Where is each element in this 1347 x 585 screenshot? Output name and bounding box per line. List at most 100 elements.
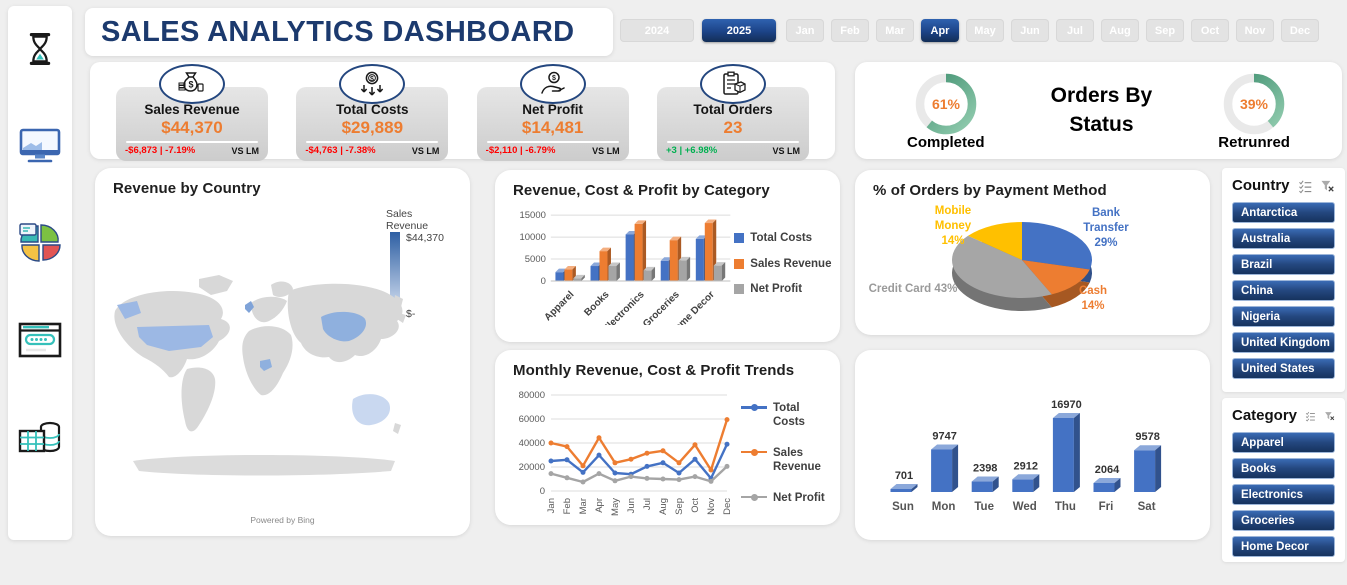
trend-line-chart: 0 20000 40000 60000 80000 Jan Feb Mar Apr May Jun J…	[519, 390, 733, 516]
month-button-aug[interactable]: Aug	[1101, 19, 1139, 42]
kpi-delta: -$2,110 | -6.79%	[485, 145, 556, 156]
map-attribution: Powered by Bing	[250, 515, 315, 525]
kpi-footer: -$2,110 | -6.79% VS LM	[477, 145, 629, 156]
country-slicer: Country Antarctica Australia Brazil China Ni…	[1222, 168, 1345, 392]
month-button-oct[interactable]: Oct	[1191, 19, 1229, 42]
year-filter: 2024 2025	[620, 19, 776, 42]
money-bag-icon: $	[159, 64, 225, 104]
legend-item-sales-revenue: Sales Revenue	[734, 257, 834, 271]
svg-text:61%: 61%	[932, 96, 961, 112]
svg-text:Groceries: Groceries	[641, 289, 682, 325]
legend-item-total-costs: Total Costs	[734, 231, 834, 245]
svg-text:May: May	[610, 498, 621, 516]
daily-bar-panel: 701 Sun 9747 Mon 2398 Tue 2912 Wed 16970 Thu 2064 F…	[855, 350, 1210, 540]
svg-text:60000: 60000	[519, 414, 545, 425]
month-button-jan[interactable]: Jan	[786, 19, 824, 42]
kpi-divider	[126, 141, 258, 143]
returned-gauge: 39% Retrunred	[1218, 71, 1290, 151]
payment-pie-chart	[952, 222, 1092, 311]
svg-text:$: $	[188, 80, 193, 90]
filter-row: 2024 2025 Jan Feb Mar Apr May Jun Jul Aug Sep Oct N…	[620, 19, 1319, 42]
svg-text:Apparel: Apparel	[543, 289, 577, 323]
kpi-label: Net Profit	[522, 102, 584, 117]
hourglass-icon	[17, 26, 63, 72]
category-slicer-items: Apparel Books Electronics Groceries Home Dec…	[1232, 432, 1335, 557]
kpi-delta: +3 | +6.98%	[665, 145, 718, 156]
country-item-brazil[interactable]: Brazil	[1232, 254, 1335, 275]
country-item-china[interactable]: China	[1232, 280, 1335, 301]
country-item-australia[interactable]: Australia	[1232, 228, 1335, 249]
category-item-apparel[interactable]: Apparel	[1232, 432, 1335, 453]
kpi-value: 23	[723, 118, 743, 137]
kpi-panel: $ Sales Revenue $44,370 -$6,873 | -7.19% VS …	[90, 62, 835, 161]
legend-swatch	[741, 446, 767, 458]
country-item-nigeria[interactable]: Nigeria	[1232, 306, 1335, 327]
kpi-total-costs: $ Total Costs $29,889 -$4,763 | -7.38% VS LM	[296, 64, 449, 161]
trend-chart-legend: Total Costs Sales Revenue Net Profit	[741, 381, 835, 525]
svg-text:80000: 80000	[519, 390, 545, 401]
gauge-label: Completed	[907, 133, 985, 151]
month-button-dec[interactable]: Dec	[1281, 19, 1319, 42]
gauge-label: Retrunred	[1218, 133, 1290, 151]
world-map	[114, 275, 406, 476]
month-button-jun[interactable]: Jun	[1011, 19, 1049, 42]
month-button-mar[interactable]: Mar	[876, 19, 914, 42]
legend-marker	[751, 448, 758, 456]
svg-text:9747: 9747	[932, 430, 956, 442]
year-button-2025[interactable]: 2025	[702, 19, 776, 42]
database-table-icon	[17, 414, 63, 460]
clear-filter-icon[interactable]	[1320, 178, 1335, 194]
category-item-electronics[interactable]: Electronics	[1232, 484, 1335, 505]
clear-filter-icon[interactable]	[1324, 408, 1335, 424]
svg-text:Jul: Jul	[642, 498, 653, 510]
category-item-home-decor[interactable]: Home Decor	[1232, 536, 1335, 557]
month-button-sep[interactable]: Sep	[1146, 19, 1184, 42]
pie-label-cash: Cash 14%	[1078, 285, 1108, 312]
multiselect-icon[interactable]	[1305, 408, 1316, 424]
category-item-groceries[interactable]: Groceries	[1232, 510, 1335, 531]
svg-text:Tue: Tue	[974, 501, 994, 513]
category-chart-title: Revenue, Cost & Profit by Category	[513, 182, 770, 199]
svg-text:2064: 2064	[1095, 464, 1120, 476]
kpi-net-profit: $ Net Profit $14,481 -$2,110 | -6.79% VS LM	[476, 64, 629, 161]
svg-text:Mar: Mar	[578, 498, 589, 514]
svg-text:$: $	[552, 75, 556, 82]
svg-text:2398: 2398	[973, 463, 997, 475]
side-rail	[8, 6, 72, 540]
multiselect-icon[interactable]	[1298, 178, 1313, 194]
legend-swatch	[734, 284, 745, 295]
kpi-value: $29,889	[341, 118, 404, 137]
svg-text:701: 701	[895, 470, 913, 482]
month-button-may[interactable]: May	[966, 19, 1004, 42]
legend-item-net-profit: Net Profit	[741, 491, 835, 505]
month-button-feb[interactable]: Feb	[831, 19, 869, 42]
kpi-delta: -$4,763 | -7.38%	[305, 145, 376, 156]
kpi-row: $ Sales Revenue $44,370 -$6,873 | -7.19% VS …	[90, 62, 835, 161]
svg-text:Thu: Thu	[1055, 501, 1076, 513]
trend-chart-title: Monthly Revenue, Cost & Profit Trends	[513, 362, 795, 379]
map-title: Revenue by Country	[113, 180, 261, 197]
svg-text:9578: 9578	[1135, 431, 1159, 443]
map-legend: Sales Revenue $44,370 $-	[386, 208, 456, 320]
map-legend-gradient	[390, 232, 400, 316]
country-item-antarctica[interactable]: Antarctica	[1232, 202, 1335, 223]
clipboard-box-icon	[699, 64, 766, 104]
month-button-apr[interactable]: Apr	[921, 19, 959, 42]
country-item-united-kingdom[interactable]: United Kingdom	[1232, 332, 1335, 353]
map-legend-max: $44,370	[406, 232, 444, 244]
svg-text:Oct: Oct	[690, 498, 701, 513]
country-item-united-states[interactable]: United States	[1232, 358, 1335, 379]
svg-text:20000: 20000	[519, 462, 545, 473]
svg-text:40000: 40000	[519, 438, 545, 449]
svg-text:10000: 10000	[520, 232, 546, 243]
legend-item-total-costs: Total Costs	[741, 401, 835, 430]
category-item-books[interactable]: Books	[1232, 458, 1335, 479]
legend-marker	[751, 493, 758, 501]
svg-text:39%: 39%	[1240, 96, 1269, 112]
month-button-jul[interactable]: Jul	[1056, 19, 1094, 42]
month-button-nov[interactable]: Nov	[1236, 19, 1274, 42]
pie-chart-icon	[17, 220, 63, 266]
svg-text:16970: 16970	[1051, 399, 1082, 411]
year-button-2024[interactable]: 2024	[620, 19, 694, 42]
svg-text:Sun: Sun	[892, 501, 914, 513]
